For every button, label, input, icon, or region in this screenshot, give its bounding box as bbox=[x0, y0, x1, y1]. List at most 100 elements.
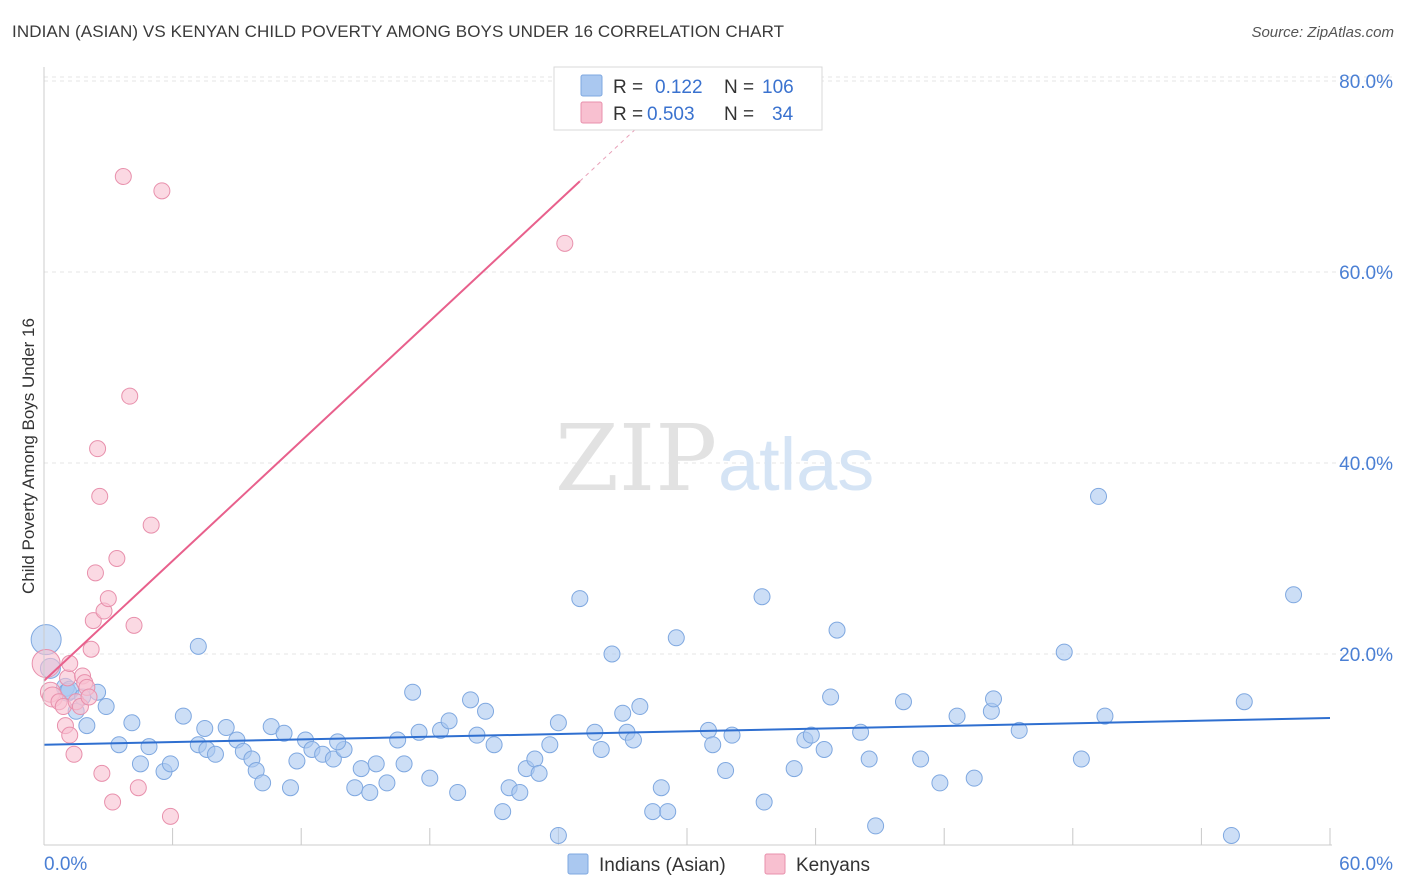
legend-r-value-1: 0.122 bbox=[655, 77, 703, 98]
indians-point-44 bbox=[395, 755, 413, 773]
indians-point-74 bbox=[659, 803, 677, 821]
kenyans-point-20 bbox=[91, 487, 109, 505]
y-tick-label-20: 20.0% bbox=[1339, 645, 1393, 666]
indians-point-29 bbox=[275, 724, 293, 742]
kenyans-point-18 bbox=[86, 564, 104, 582]
indians-point-60 bbox=[530, 764, 548, 782]
indians-point-40 bbox=[361, 783, 379, 801]
indians-point-80 bbox=[753, 588, 771, 606]
indians-point-64 bbox=[571, 590, 589, 608]
indians-point-30 bbox=[281, 779, 299, 797]
indians-point-99 bbox=[1055, 643, 1073, 661]
chart-source: Source: ZipAtlas.com bbox=[1251, 24, 1394, 41]
bottom-legend: Indians (Asian) Kenyans bbox=[567, 853, 870, 876]
kenyans-point-29 bbox=[129, 779, 147, 797]
indians-trend-line bbox=[43, 716, 1331, 746]
indians-point-75 bbox=[667, 629, 685, 647]
kenyans-trend-line bbox=[43, 180, 581, 682]
indians-point-21 bbox=[206, 745, 224, 763]
indians-point-38 bbox=[346, 779, 364, 797]
indians-point-63 bbox=[549, 826, 567, 844]
indians-point-93 bbox=[931, 774, 949, 792]
indians-point-37 bbox=[329, 733, 347, 751]
chart-title: INDIAN (ASIAN) VS KENYAN CHILD POVERTY A… bbox=[12, 22, 785, 41]
x-axis-ticks bbox=[43, 828, 1331, 845]
indians-point-94 bbox=[948, 707, 966, 725]
kenyans-point-28 bbox=[125, 616, 143, 634]
indians-point-86 bbox=[828, 621, 846, 639]
kenyans-point-16 bbox=[82, 640, 100, 658]
y-tick-label-60: 60.0% bbox=[1339, 263, 1393, 284]
indians-point-31 bbox=[288, 752, 306, 770]
indians-point-105 bbox=[1285, 586, 1303, 604]
kenyans-point-0 bbox=[31, 649, 61, 679]
series-indians-asian-points bbox=[30, 487, 1303, 844]
bottom-legend-indians: Indians (Asian) bbox=[599, 855, 726, 876]
indians-point-22 bbox=[217, 719, 235, 737]
indians-point-53 bbox=[477, 702, 495, 720]
indians-point-89 bbox=[860, 750, 878, 768]
watermark: ZIP atlas bbox=[555, 405, 874, 512]
indians-point-98 bbox=[1010, 721, 1028, 739]
kenyans-point-17 bbox=[84, 612, 102, 630]
grid-lines bbox=[44, 76, 1392, 655]
indians-point-97 bbox=[984, 690, 1002, 708]
indians-point-65 bbox=[592, 741, 610, 758]
bottom-legend-swatch-indians bbox=[567, 853, 589, 875]
kenyans-point-25 bbox=[108, 550, 126, 567]
indians-point-9 bbox=[97, 698, 115, 716]
indians-point-62 bbox=[549, 714, 567, 732]
indians-point-87 bbox=[822, 688, 840, 706]
indians-point-18 bbox=[196, 719, 214, 737]
kenyans-point-9 bbox=[65, 745, 83, 763]
kenyans-point-31 bbox=[153, 182, 171, 200]
indians-point-50 bbox=[449, 783, 467, 801]
legend-r-value-2: 0.503 bbox=[647, 104, 695, 125]
indians-point-91 bbox=[894, 693, 912, 711]
kenyans-point-23 bbox=[99, 590, 117, 608]
indians-point-39 bbox=[352, 760, 370, 778]
kenyans-point-21 bbox=[93, 764, 111, 782]
legend-r-label-1: R = bbox=[613, 77, 643, 98]
indians-point-92 bbox=[912, 750, 930, 768]
legend-swatch-indians bbox=[580, 74, 603, 97]
indians-point-70 bbox=[624, 731, 642, 749]
kenyans-point-26 bbox=[114, 168, 132, 185]
indians-point-13 bbox=[140, 738, 158, 756]
indians-point-54 bbox=[485, 736, 503, 754]
indians-point-82 bbox=[785, 760, 803, 778]
indians-point-41 bbox=[367, 755, 385, 773]
indians-point-90 bbox=[867, 817, 885, 835]
indians-point-10 bbox=[110, 736, 128, 754]
legend-n-value-2: 34 bbox=[772, 104, 794, 125]
indians-point-19 bbox=[189, 637, 207, 655]
kenyans-point-6 bbox=[59, 669, 77, 687]
indians-point-49 bbox=[440, 712, 458, 730]
x-tick-label-max: 60.0% bbox=[1339, 854, 1393, 875]
kenyans-point-15 bbox=[80, 688, 98, 706]
indians-point-73 bbox=[652, 779, 670, 797]
kenyans-point-8 bbox=[61, 726, 79, 744]
x-tick-label-min: 0.0% bbox=[44, 854, 87, 875]
legend-n-value-1: 106 bbox=[762, 77, 794, 98]
indians-point-42 bbox=[378, 774, 396, 792]
y-tick-label-80: 80.0% bbox=[1339, 72, 1393, 93]
indians-point-47 bbox=[421, 769, 439, 787]
indians-point-45 bbox=[404, 683, 422, 701]
kenyans-point-27 bbox=[121, 387, 139, 405]
indians-point-102 bbox=[1096, 707, 1114, 725]
indians-point-43 bbox=[389, 731, 407, 749]
indians-point-81 bbox=[755, 793, 773, 811]
kenyans-point-30 bbox=[142, 516, 160, 534]
indians-point-68 bbox=[614, 704, 632, 722]
indians-point-35 bbox=[324, 750, 342, 768]
indians-point-71 bbox=[631, 698, 649, 716]
watermark-zip: ZIP bbox=[555, 405, 717, 512]
indians-point-27 bbox=[254, 774, 272, 792]
indians-point-103 bbox=[1235, 693, 1253, 711]
indians-point-51 bbox=[462, 691, 480, 709]
indians-point-101 bbox=[1090, 487, 1108, 505]
y-axis-label: Child Poverty Among Boys Under 16 bbox=[19, 318, 38, 594]
indians-point-84 bbox=[802, 726, 820, 744]
